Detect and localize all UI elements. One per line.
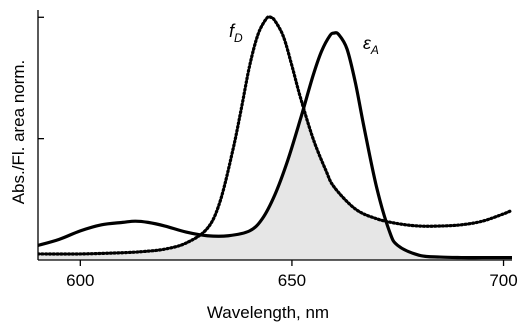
- series-label-fd: fD: [229, 21, 243, 45]
- series-label-ea-main: ε: [363, 33, 372, 53]
- series-line-ea: [38, 31, 512, 260]
- series-label-fd-sub: D: [234, 31, 243, 45]
- y-axis-ticks: [38, 16, 44, 140]
- x-tick-label: 650: [278, 271, 306, 290]
- overlap-fill: [38, 111, 512, 260]
- y-axis-label: Abs./Fl. area norm.: [9, 60, 28, 205]
- x-tick-label: 700: [489, 271, 517, 290]
- series-line-fd: [38, 15, 514, 256]
- series-label-ea-sub: A: [370, 43, 379, 57]
- series-lines: [38, 15, 514, 260]
- x-axis-label: Wavelength, nm: [207, 303, 329, 322]
- overlap-area: [38, 111, 512, 260]
- x-axis-ticks: 600 650 700: [66, 260, 518, 290]
- series-label-fd-main: f: [229, 21, 236, 41]
- x-tick-label: 600: [66, 271, 94, 290]
- series-label-ea: εA: [363, 33, 379, 57]
